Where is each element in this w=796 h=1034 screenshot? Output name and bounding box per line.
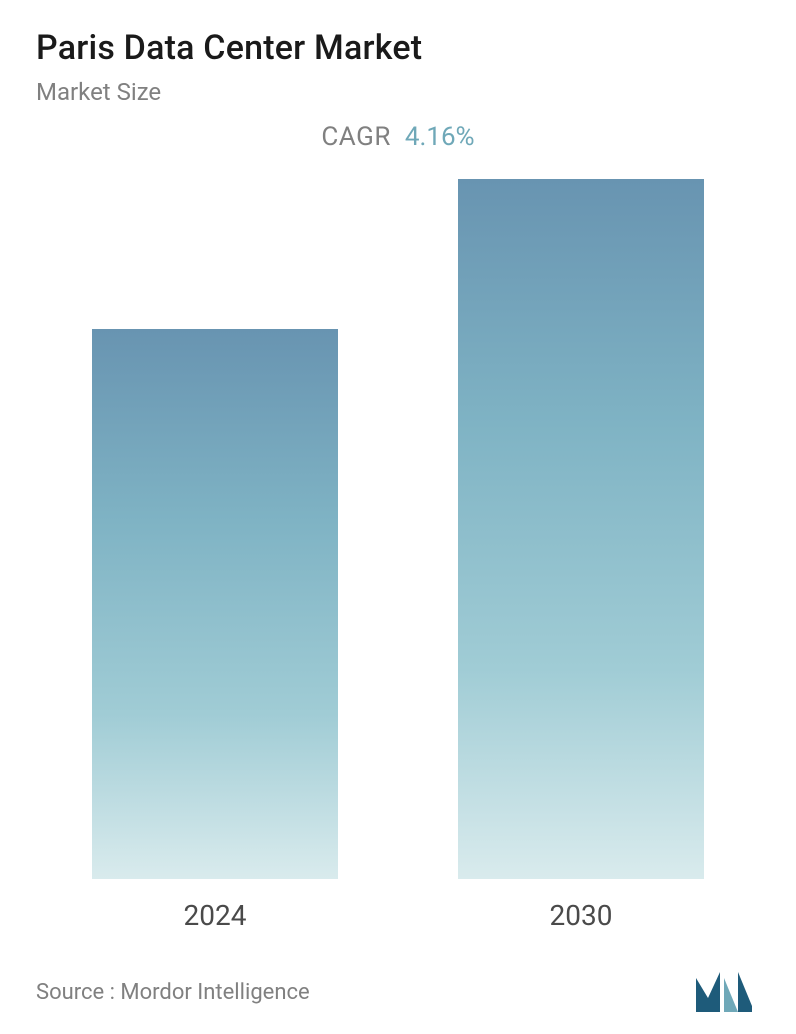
chart-subtitle: Market Size xyxy=(36,78,760,106)
bar-group-1: 2030 xyxy=(458,179,704,932)
cagr-value: 4.16% xyxy=(405,122,475,152)
chart-area: 2024 2030 xyxy=(36,176,760,962)
source-text: Source : Mordor Intelligence xyxy=(36,980,310,1005)
logo-icon xyxy=(694,970,760,1014)
cagr-row: CAGR 4.16% xyxy=(36,122,760,152)
bar-group-0: 2024 xyxy=(92,329,338,932)
bar-label-1: 2030 xyxy=(550,899,613,932)
bar-label-0: 2024 xyxy=(184,899,247,932)
cagr-label: CAGR xyxy=(321,122,390,152)
chart-title: Paris Data Center Market xyxy=(36,28,760,68)
bar-1 xyxy=(458,179,704,879)
footer-row: Source : Mordor Intelligence xyxy=(36,962,760,1014)
bar-0 xyxy=(92,329,338,879)
